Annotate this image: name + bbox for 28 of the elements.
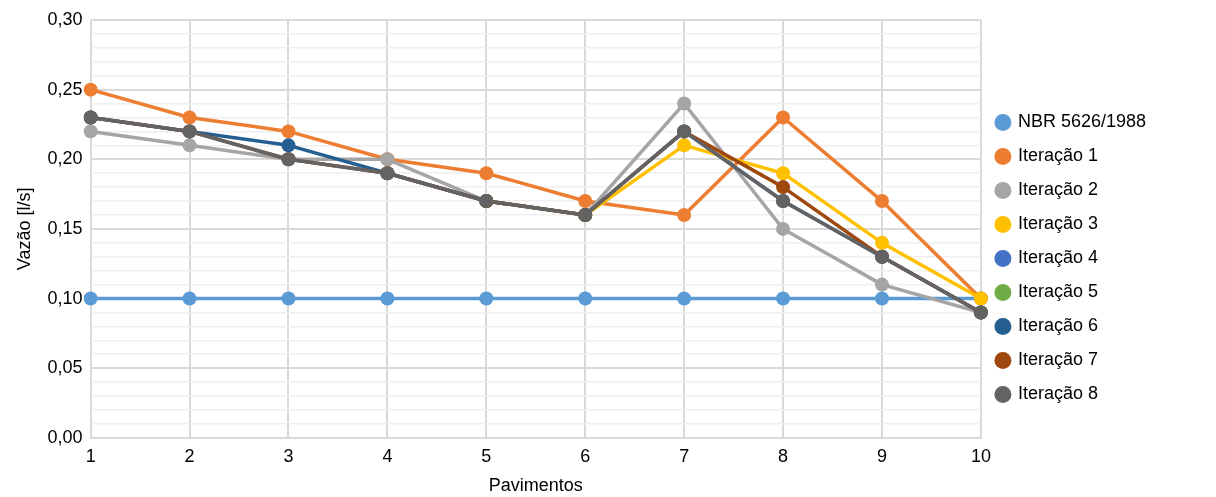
legend-label: Iteração 1: [1017, 145, 1098, 166]
y-tick-label: 0,30: [47, 8, 83, 29]
legend-label: Iteração 4: [1017, 247, 1098, 268]
x-tick-label: 1: [85, 445, 96, 466]
y-tick-label: 0,15: [47, 217, 83, 238]
y-tick-label: 0,05: [47, 357, 83, 378]
x-tick-label: 5: [481, 445, 492, 466]
x-tick-label: 6: [580, 445, 591, 466]
x-tick-label: 8: [778, 445, 789, 466]
x-tick-label: 3: [283, 445, 294, 466]
legend-label: Iteração 6: [1017, 315, 1098, 336]
y-axis-title: Vazão [l/s]: [13, 187, 34, 271]
y-tick-label: 0,00: [47, 426, 83, 447]
x-tick-label: 7: [679, 445, 690, 466]
legend-label: Iteração 8: [1017, 383, 1098, 404]
legend-label: Iteração 3: [1017, 213, 1098, 234]
legend-label: Iteração 2: [1017, 179, 1098, 200]
x-axis-title: Pavimentos: [488, 475, 583, 496]
x-tick-label: 10: [970, 445, 991, 466]
legend-label: Iteração 5: [1017, 281, 1098, 302]
y-tick-label: 0,10: [47, 287, 83, 308]
legend-label: Iteração 7: [1017, 349, 1098, 370]
y-tick-label: 0,25: [47, 78, 83, 99]
y-tick-label: 0,20: [47, 148, 83, 169]
x-tick-label: 2: [184, 445, 195, 466]
x-tick-label: 4: [382, 445, 393, 466]
legend-label: NBR 5626/1988: [1017, 111, 1146, 132]
x-tick-label: 9: [876, 445, 887, 466]
